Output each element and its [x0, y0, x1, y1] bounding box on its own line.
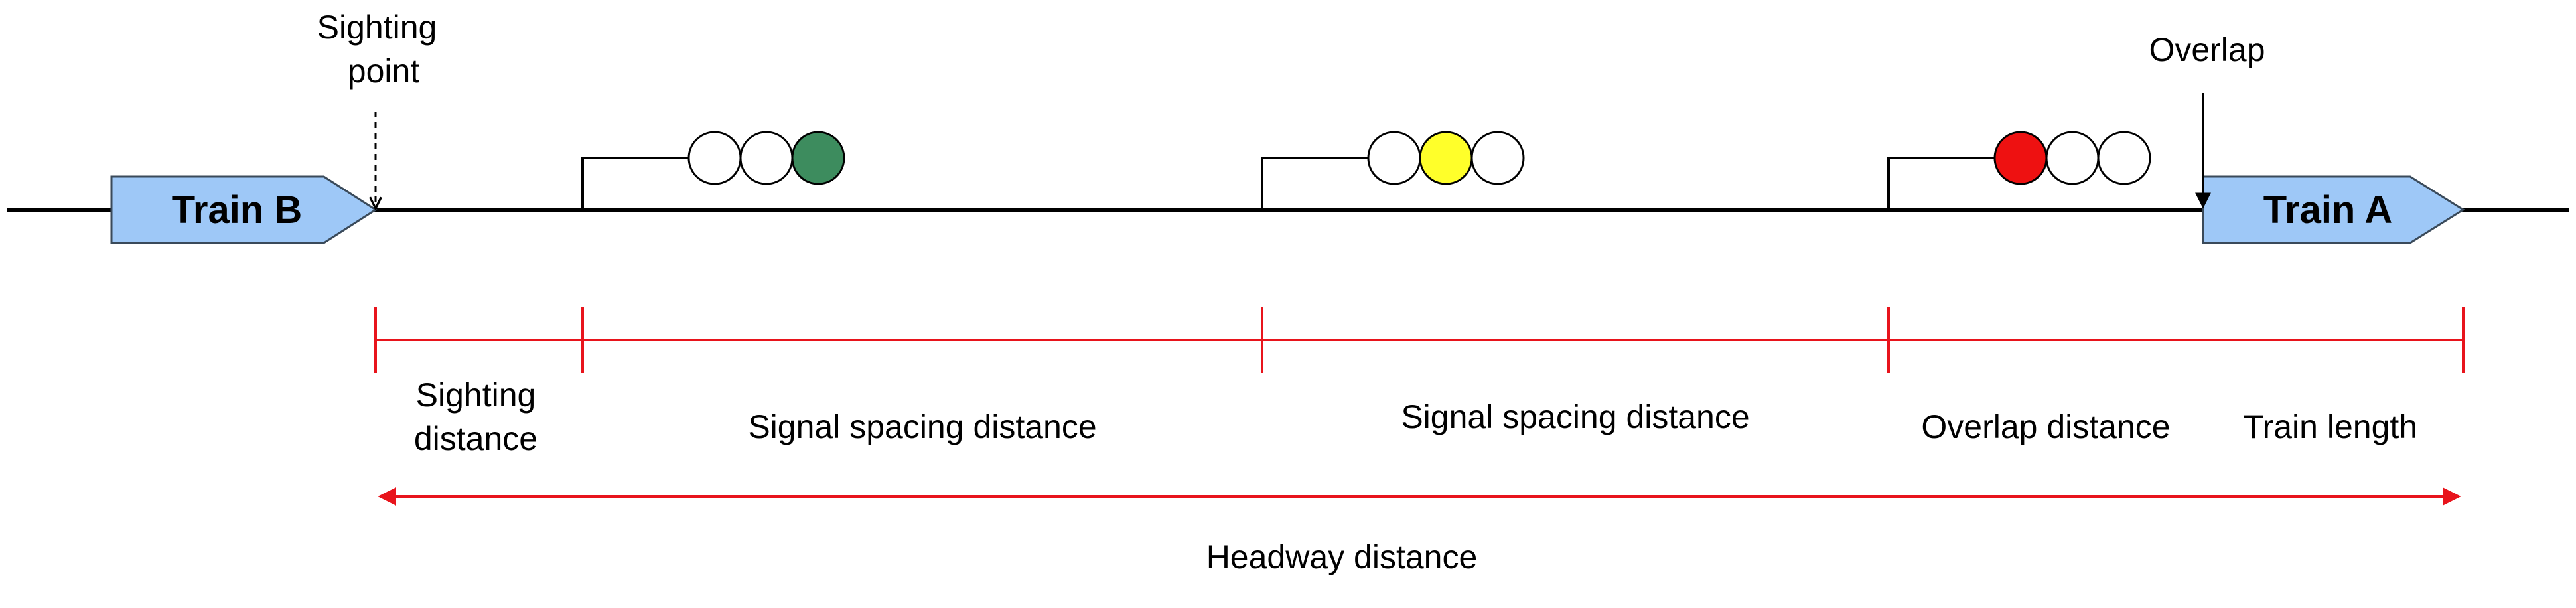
dimension-line [374, 307, 2465, 373]
segment-label-signal-spacing-distance-2: Signal spacing distance [1401, 398, 1749, 435]
train-b: Train B [110, 175, 378, 244]
headway: Headway distance [378, 487, 2461, 575]
signal-2-lamp-3 [1470, 131, 1525, 185]
signal-1-lamp-3 [791, 131, 845, 185]
segment-label-overlap-distance: Overlap distance [1921, 408, 2170, 445]
signal-3-lamp-2 [2045, 131, 2100, 185]
headway-label: Headway distance [1206, 538, 1478, 575]
sighting-point-label-line-1: Sighting [317, 9, 437, 46]
train-a-body-shape [2202, 175, 2465, 244]
sighting-point-label-line-2: point [348, 52, 420, 90]
sighting-point-marker: Sighting point [317, 9, 437, 208]
signal-2 [1261, 131, 1525, 210]
segment-label-train-length: Train length [2244, 408, 2417, 445]
segment-label-sighting-distance-line-1: Sighting [416, 376, 536, 414]
signal-1-post [581, 157, 689, 210]
signal-head-red-icon [1993, 131, 2151, 185]
train-a-label: Train A [2263, 189, 2392, 232]
segment-label-sighting-distance-line-2: distance [414, 420, 537, 457]
segment-labels: Sighting distance Signal spacing distanc… [414, 376, 2417, 457]
signal-2-lamp-1 [1367, 131, 1421, 185]
signal-3-post [1887, 157, 1995, 210]
overlap-marker: Overlap [2149, 31, 2265, 209]
segment-label-signal-spacing-distance-1: Signal spacing distance [748, 408, 1096, 445]
overlap-label: Overlap [2149, 31, 2265, 68]
signal-3-lamp-1 [1993, 131, 2048, 185]
train-b-label: Train B [172, 189, 303, 232]
signal-1 [581, 131, 845, 210]
signal-3 [1887, 131, 2151, 210]
signals [581, 131, 2151, 210]
train-b-body [110, 175, 378, 244]
signal-2-post [1261, 157, 1368, 210]
signal-1-lamp-2 [739, 131, 794, 185]
signal-head-green-icon [687, 131, 845, 185]
train-a: Train A [2202, 175, 2465, 244]
signal-1-lamp-1 [687, 131, 742, 185]
signal-2-lamp-2 [1419, 131, 1473, 185]
signal-3-lamp-3 [2097, 131, 2151, 185]
signal-head-yellow-icon [1367, 131, 1525, 185]
